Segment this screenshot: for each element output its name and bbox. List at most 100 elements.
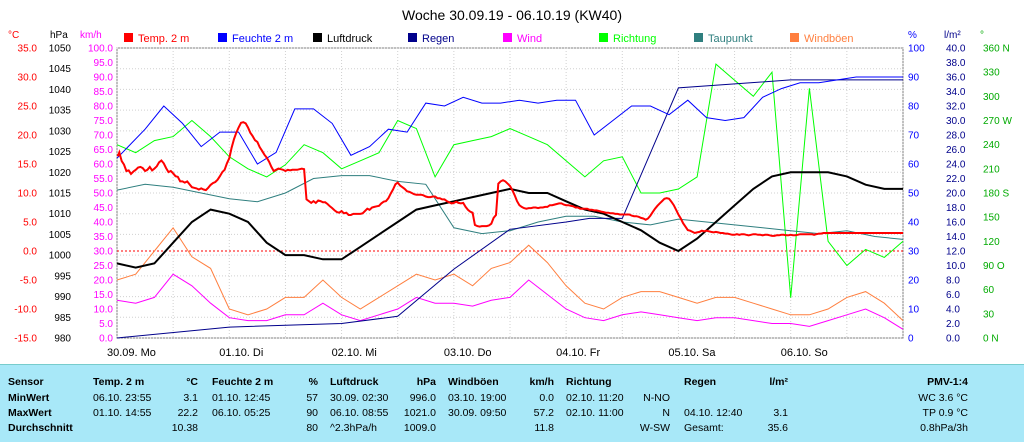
tick-wind: 5.0: [99, 319, 113, 330]
tick-temp: 5.0: [23, 218, 37, 229]
tick-wind: 35.0: [94, 232, 114, 243]
tick-wind: 50.0: [94, 189, 114, 200]
pmv-windchill: WC 3.6 °C: [918, 392, 968, 404]
tick-pressure: 990: [54, 292, 71, 303]
x-tick-label: 02.10. Mi: [332, 347, 377, 359]
humidity-min-time: 01.10. 12:45: [212, 392, 271, 404]
pressure-avg-value: 1009.0: [403, 422, 436, 434]
humidity-max-value: 90: [306, 407, 318, 419]
legend-label: Temp. 2 m: [138, 33, 189, 45]
series-line-feuchte-2-m: [116, 76, 903, 165]
series-line-wind: [116, 273, 904, 330]
direction-max-time: 02.10. 11:00: [566, 407, 624, 419]
legend-label: Luftdruck: [327, 33, 373, 45]
legend-label: Windböen: [804, 33, 854, 45]
tick-direction: 180 S: [983, 189, 1009, 200]
tick-rain: 38.0: [946, 58, 966, 69]
tick-humidity: 100: [908, 44, 925, 55]
tick-pressure: 985: [54, 313, 71, 324]
tick-pressure: 995: [54, 271, 71, 282]
header-temp-unit: °C: [186, 376, 198, 388]
pmv-pressure-trend: 0.8hPa/3h: [920, 422, 968, 434]
tick-temp: -15.0: [14, 334, 37, 345]
tick-rain: 4.0: [946, 305, 960, 316]
header-temp: Temp. 2 m: [93, 376, 145, 388]
axis-unit-pressure: hPa: [50, 30, 68, 41]
tick-humidity: 80: [908, 102, 920, 113]
tick-pressure: 1000: [49, 251, 72, 262]
temp-min-time: 06.10. 23:55: [93, 392, 152, 404]
tick-temp: 20.0: [18, 131, 38, 142]
axis-unit-humidity: %: [908, 30, 917, 41]
tick-rain: 0.0: [946, 334, 960, 345]
tick-humidity: 10: [908, 305, 920, 316]
pressure-trend: ^2.3hPa/h: [330, 422, 377, 434]
x-tick-label: 05.10. Sa: [668, 347, 716, 359]
series-line-temp-2-m: [117, 121, 903, 237]
tick-wind: 30.0: [94, 247, 114, 258]
tick-direction: 90 O: [983, 261, 1005, 272]
header-pressure-unit: hPa: [416, 376, 436, 388]
chart-title: Woche 30.09.19 - 06.10.19 (KW40): [402, 7, 622, 23]
tick-humidity: 30: [908, 247, 920, 258]
temp-min-value: 3.1: [183, 392, 198, 404]
humidity-avg-value: 80: [306, 422, 318, 434]
tick-wind: 90.0: [94, 73, 114, 84]
tick-wind: 75.0: [94, 116, 114, 127]
direction-avg-value: W-SW: [639, 422, 670, 434]
humidity-max-time: 06.10. 05:25: [212, 407, 271, 419]
axis-unit-direction: °: [980, 30, 984, 41]
x-tick-label: 01.10. Di: [219, 347, 263, 359]
tick-rain: 32.0: [946, 102, 966, 113]
legend-swatch: [124, 33, 133, 42]
gusts-avg-value: 11.8: [534, 422, 554, 434]
temp-max-value: 22.2: [177, 407, 198, 419]
legend-label: Feuchte 2 m: [232, 33, 293, 45]
tick-wind: 45.0: [94, 203, 114, 214]
tick-rain: 40.0: [946, 44, 966, 55]
tick-temp: -5.0: [20, 276, 38, 287]
tick-pressure: 1020: [49, 168, 72, 179]
summary-table: Sensor Temp. 2 m °C Feuchte 2 m % Luftdr…: [0, 364, 1024, 442]
legend-swatch: [503, 33, 512, 42]
tick-wind: 25.0: [94, 261, 114, 272]
tick-wind: 20.0: [94, 276, 114, 287]
tick-pressure: 1025: [49, 147, 72, 158]
rain-max-time: 04.10. 12:40: [684, 407, 743, 419]
direction-min-value: N-NO: [643, 392, 670, 404]
tick-wind: 15.0: [94, 290, 114, 301]
tick-direction: 30: [983, 309, 995, 320]
tick-rain: 20.0: [946, 189, 966, 200]
axis-unit-wind: km/h: [80, 30, 102, 41]
tick-direction: 360 N: [983, 44, 1010, 55]
direction-min-time: 02.10. 11:20: [566, 392, 624, 404]
tick-rain: 14.0: [946, 232, 966, 243]
gusts-min-time: 03.10. 19:00: [448, 392, 507, 404]
header-humidity: Feuchte 2 m: [212, 376, 274, 388]
tick-humidity: 20: [908, 276, 920, 287]
x-tick-label: 06.10. So: [781, 347, 828, 359]
legend-swatch: [694, 33, 703, 42]
tick-rain: 34.0: [946, 87, 966, 98]
tick-direction: 120: [983, 237, 1000, 248]
tick-pressure: 980: [54, 334, 71, 345]
rain-total-value: 35.6: [767, 422, 788, 434]
series-line-windb-en: [116, 226, 904, 321]
row-label-max: MaxWert: [8, 407, 52, 419]
rain-max-value: 3.1: [773, 407, 788, 419]
tick-humidity: 70: [908, 131, 920, 142]
tick-wind: 40.0: [94, 218, 114, 229]
gusts-min-value: 0.0: [539, 392, 554, 404]
tick-direction: 210: [983, 164, 1000, 175]
tick-temp: 35.0: [18, 44, 38, 55]
tick-temp: 0.0: [23, 247, 37, 258]
tick-humidity: 50: [908, 189, 920, 200]
tick-wind: 85.0: [94, 87, 114, 98]
tick-pressure: 1040: [49, 85, 72, 96]
tick-wind: 60.0: [94, 160, 114, 171]
header-rain-unit: l/m²: [769, 376, 788, 388]
header-humidity-unit: %: [308, 376, 318, 388]
series-line-richtung: [116, 63, 904, 298]
tick-pressure: 1030: [49, 126, 72, 137]
temp-max-time: 01.10. 14:55: [93, 407, 152, 419]
